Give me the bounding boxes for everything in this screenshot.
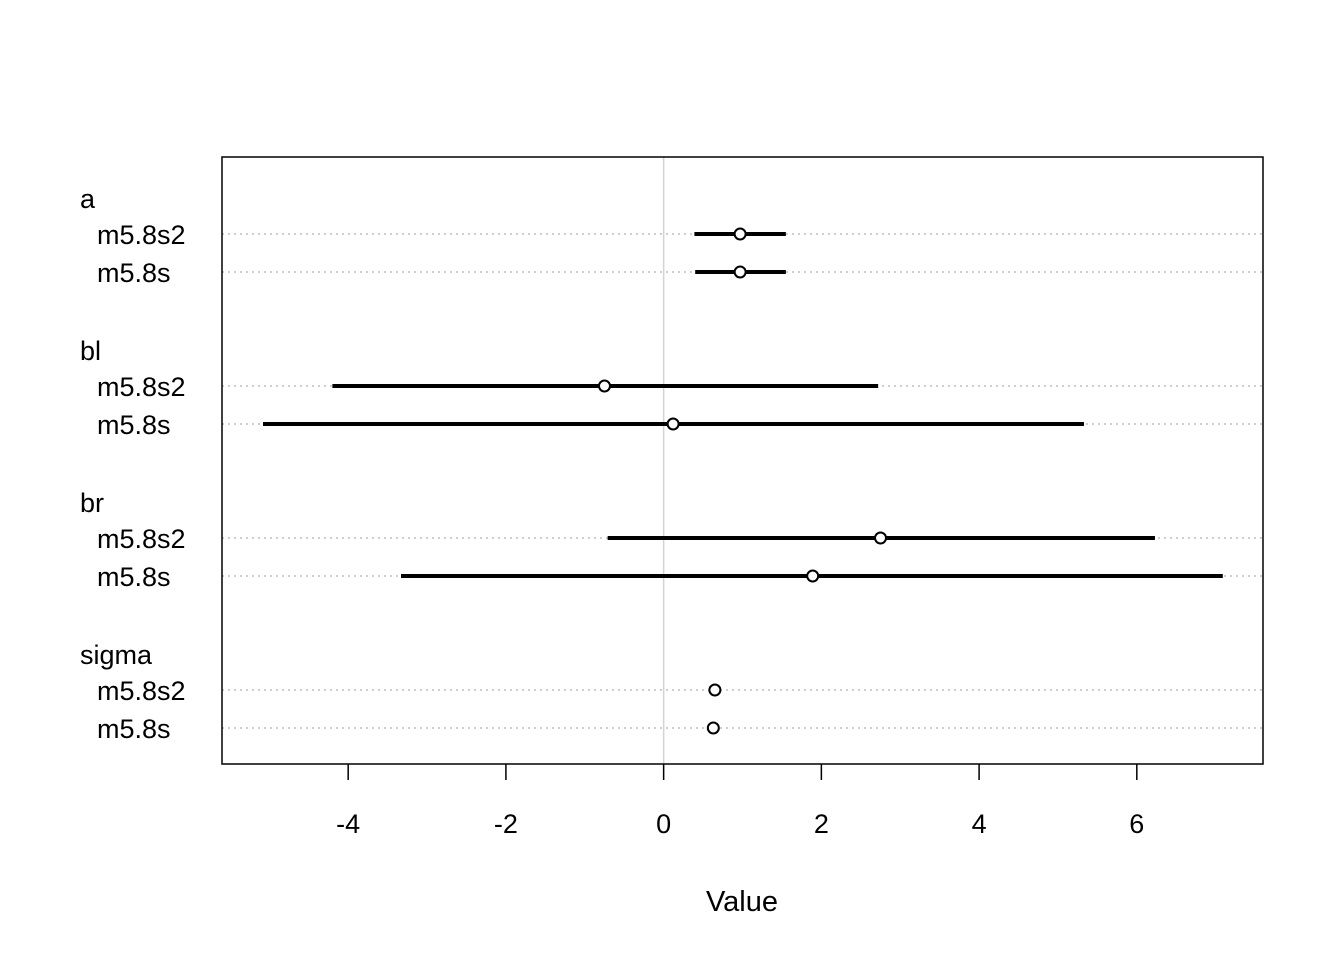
row-labels: am5.8s2m5.8sblm5.8s2m5.8sbrm5.8s2m5.8ssi… (80, 184, 186, 744)
mean-point (733, 265, 747, 279)
group-label: sigma (80, 640, 153, 670)
x-tick-label: 0 (656, 809, 671, 839)
row-label: m5.8s (97, 562, 171, 592)
x-axis: -4 -2 0 2 4 6 (336, 764, 1144, 839)
row-gridlines (222, 233, 1263, 729)
row-label: m5.8s2 (97, 372, 186, 402)
row-label: m5.8s (97, 410, 171, 440)
row-label: m5.8s (97, 714, 171, 744)
group-label: br (80, 488, 104, 518)
x-axis-title: Value (706, 886, 778, 918)
mean-point (666, 417, 680, 431)
x-tick-label: 4 (972, 809, 987, 839)
x-tick-label: -4 (336, 809, 360, 839)
mean-point (708, 683, 722, 697)
row-label: m5.8s2 (97, 524, 186, 554)
row-label: m5.8s (97, 258, 171, 288)
mean-point (597, 379, 611, 393)
mean-point (733, 227, 747, 241)
point-layer (597, 227, 888, 735)
x-tick-label: -2 (494, 809, 518, 839)
row-label: m5.8s2 (97, 220, 186, 250)
group-label: bl (80, 336, 101, 366)
x-tick-label: 2 (814, 809, 829, 839)
group-label: a (80, 184, 96, 214)
x-tick-label: 6 (1129, 809, 1144, 839)
mean-point (874, 531, 888, 545)
plot-frame (221, 156, 1264, 765)
row-label: m5.8s2 (97, 676, 186, 706)
mean-point (806, 569, 820, 583)
interval-layer (263, 232, 1223, 730)
mean-point (706, 721, 720, 735)
